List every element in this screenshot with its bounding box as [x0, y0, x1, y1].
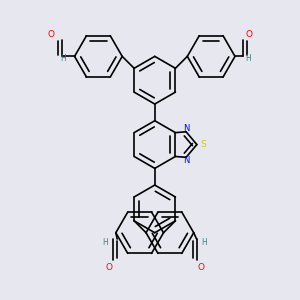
Text: S: S — [201, 140, 206, 149]
Text: H: H — [245, 54, 250, 63]
Text: O: O — [245, 30, 252, 39]
Text: O: O — [48, 30, 55, 39]
Text: O: O — [105, 262, 112, 272]
Text: H: H — [201, 238, 207, 247]
Text: O: O — [197, 262, 204, 272]
Text: N: N — [183, 124, 189, 133]
Text: H: H — [103, 238, 109, 247]
Text: H: H — [60, 54, 65, 63]
Text: N: N — [183, 156, 189, 165]
